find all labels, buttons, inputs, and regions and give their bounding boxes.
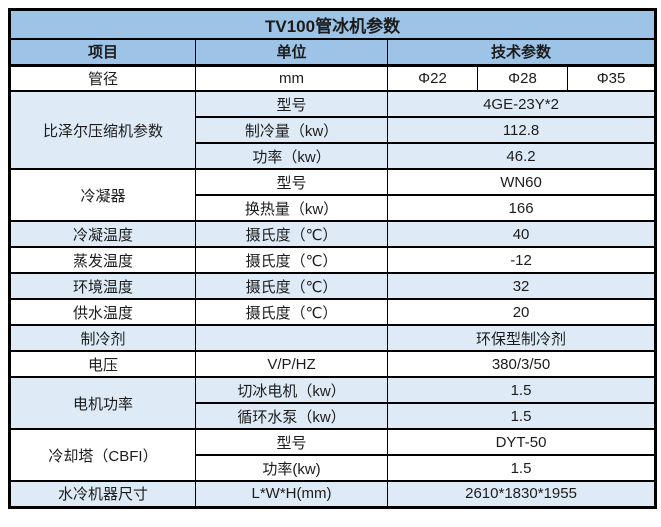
cell-item: 蒸发温度 [9,246,196,274]
cell-unit: 摄氏度（℃） [195,298,388,326]
cell-value: 1.5 [386,376,657,404]
cell-unit: 循环水泵（kw） [195,402,388,430]
title-row: TV100管冰机参数 [8,8,657,40]
col-header-tech: 技术参数 [386,38,657,67]
row-compressor-model: 比泽尔压缩机参数 型号 4GE-23Y*2 [9,90,657,170]
cell-value: 1.5 [386,454,657,482]
cell-unit: 型号 [195,168,388,196]
cell-unit: mm [195,64,388,92]
cell-unit [195,324,388,352]
row-motor-cutting: 电机功率 切冰电机（kw） 1.5 [9,376,657,430]
cell-item: 电压 [9,350,196,378]
cell-value: Φ22 [387,64,478,92]
cell-unit: 摄氏度（℃） [195,272,388,300]
cell-value: 2610*1830*1955 [386,480,657,508]
row-compressor-power: 功率（kw） 46.2 [10,142,657,170]
cell-item: 管径 [9,64,196,92]
cell-value: WN60 [386,168,657,196]
row-condenser-model: 冷凝器 型号 WN60 [9,168,657,222]
cell-unit: 摄氏度（℃） [195,220,388,248]
cell-unit: 功率（kw） [195,142,388,170]
cell-value: 环保型制冷剂 [386,324,657,352]
cell-value: 20 [386,298,657,326]
row-machine-size: 水冷机器尺寸 L*W*H(mm) 2610*1830*1955 [9,480,657,508]
cell-unit: 型号 [195,90,388,118]
row-supply-water-temp: 供水温度 摄氏度（℃） 20 [9,298,657,326]
cell-value: 1.5 [386,402,657,430]
cell-value: Φ28 [477,64,568,92]
cell-item: 环境温度 [9,272,196,300]
cell-unit: 换热量（kw） [195,194,388,222]
row-refrigerant: 制冷剂 环保型制冷剂 [9,324,657,352]
cell-unit: V/P/HZ [195,350,388,378]
cell-item: 水冷机器尺寸 [9,480,196,508]
cell-item: 冷凝温度 [9,220,196,248]
row-pipe-diameter: 管径 mm Φ22 Φ28 Φ35 [9,64,657,92]
cell-value: 4GE-23Y*2 [386,90,657,118]
cell-value: -12 [386,246,657,274]
row-tower-power: 功率(kw) 1.5 [10,454,657,482]
cell-value: 380/3/50 [386,350,657,378]
row-voltage: 电压 V/P/HZ 380/3/50 [9,350,657,378]
col-header-unit: 单位 [195,38,388,67]
spec-sheet: TV100管冰机参数 项目 单位 技术参数 管径 mm Φ22 Φ28 Φ35 … [8,8,658,509]
cell-unit: 制冷量（kw） [195,116,388,144]
row-condensing-temp: 冷凝温度 摄氏度（℃） 40 [9,220,657,248]
row-evaporating-temp: 蒸发温度 摄氏度（℃） -12 [9,246,657,274]
cell-unit: L*W*H(mm) [195,480,388,508]
col-header-item: 项目 [9,38,196,67]
cell-unit: 型号 [195,428,388,456]
cell-value: 112.8 [386,116,657,144]
cell-item: 供水温度 [9,298,196,326]
spec-table: TV100管冰机参数 项目 单位 技术参数 管径 mm Φ22 Φ28 Φ35 … [8,8,658,509]
cell-value: 166 [386,194,657,222]
cell-value: 40 [386,220,657,248]
cell-unit: 摄氏度（℃） [195,246,388,274]
cell-unit: 功率(kw) [195,454,388,482]
cell-value: Φ35 [566,64,657,92]
row-compressor-capacity: 制冷量（kw） 112.8 [10,116,657,144]
cell-value: 46.2 [386,142,657,170]
row-ambient-temp: 环境温度 摄氏度（℃） 32 [9,272,657,300]
row-condenser-heat: 换热量（kw） 166 [10,194,657,222]
row-motor-pump: 循环水泵（kw） 1.5 [10,402,657,430]
cell-item: 电机功率 [9,376,196,430]
row-tower-model: 冷却塔（CBFI） 型号 DYT-50 [9,428,657,482]
cell-item: 冷凝器 [9,168,196,222]
cell-value: 32 [386,272,657,300]
cell-unit: 切冰电机（kw） [195,376,388,404]
header-row: 项目 单位 技术参数 [9,38,657,67]
cell-value: DYT-50 [386,428,657,456]
cell-item: 比泽尔压缩机参数 [9,90,196,170]
cell-item: 制冷剂 [9,324,196,352]
table-title: TV100管冰机参数 [8,8,657,40]
cell-item: 冷却塔（CBFI） [9,428,196,482]
